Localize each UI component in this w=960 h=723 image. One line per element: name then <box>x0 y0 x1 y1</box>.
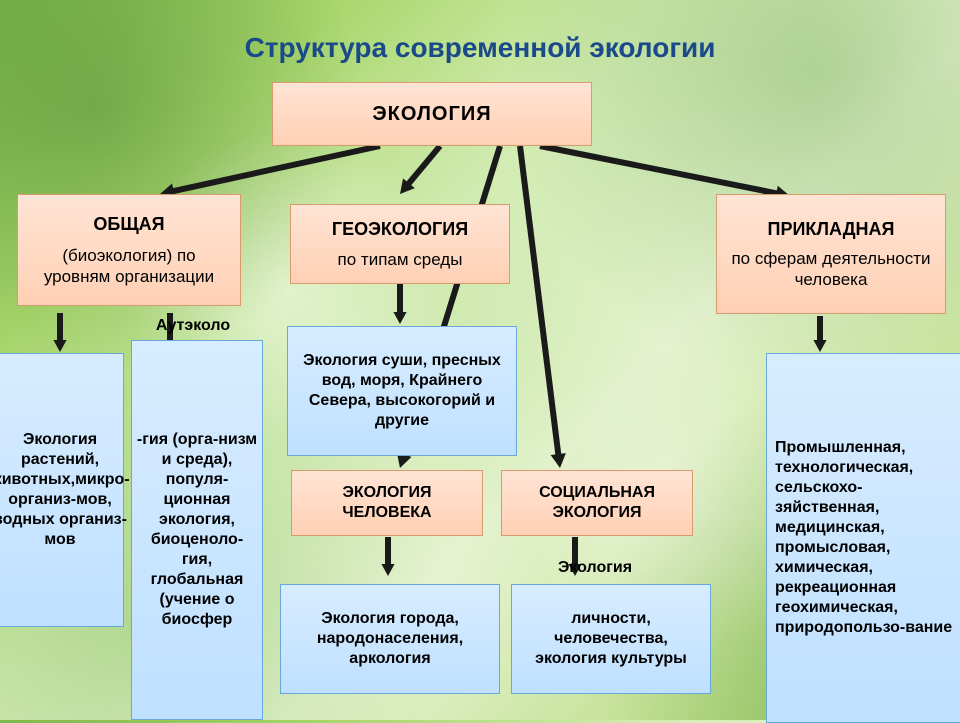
node-geo-h: ГЕОЭКОЛОГИЯ <box>332 218 468 241</box>
node-social-label: СОЦИАЛЬНАЯ ЭКОЛОГИЯ <box>512 483 682 523</box>
node-geo-sub: по типам среды <box>338 249 463 270</box>
node-human-sub: Экология города, народонаселения, арколо… <box>280 584 500 694</box>
node-autoeco: -гия (орга-низм и среда), популя-ционная… <box>131 340 263 720</box>
node-social-sub: личности, человечества, экология культур… <box>511 584 711 694</box>
node-social: СОЦИАЛЬНАЯ ЭКОЛОГИЯ <box>501 470 693 536</box>
node-geo-sub: Экология суши, пресных вод, моря, Крайне… <box>287 326 517 456</box>
node-general-sub: (биоэкология) по уровням организации <box>28 245 230 288</box>
node-autoeco-text: -гия (орга-низм и среда), популя-ционная… <box>136 430 258 630</box>
node-eco-plants: Экология растений, животных,микро-органи… <box>0 353 124 627</box>
node-general: ОБЩАЯ (биоэкология) по уровням организац… <box>17 194 241 306</box>
node-human-sub-text: Экология города, народонаселения, арколо… <box>291 609 489 669</box>
node-geo: ГЕОЭКОЛОГИЯ по типам среды <box>290 204 510 284</box>
text-autoeco-heading: Аутэколо <box>128 316 258 337</box>
node-applied: ПРИКЛАДНАЯ по сферам деятельности челове… <box>716 194 946 314</box>
node-eco-plants-text: Экология растений, животных,микро-органи… <box>0 430 130 550</box>
node-applied-sub-text: Промышленная, технологическая, сельскохо… <box>775 438 957 638</box>
node-applied-sub: Промышленная, технологическая, сельскохо… <box>766 353 960 723</box>
node-human-label: ЭКОЛОГИЯ ЧЕЛОВЕКА <box>302 483 472 523</box>
node-geo-sub-text: Экология суши, пресных вод, моря, Крайне… <box>298 351 506 431</box>
node-social-sub-text: личности, человечества, экология культур… <box>522 609 700 669</box>
node-root-label: ЭКОЛОГИЯ <box>372 102 491 127</box>
node-applied-sub: по сферам деятельности человека <box>727 248 935 291</box>
node-root: ЭКОЛОГИЯ <box>272 82 592 146</box>
node-human: ЭКОЛОГИЯ ЧЕЛОВЕКА <box>291 470 483 536</box>
node-general-h: ОБЩАЯ <box>93 213 164 236</box>
text-social-sub-heading: Экология <box>520 558 670 579</box>
node-applied-h: ПРИКЛАДНАЯ <box>768 218 895 241</box>
page-title: Структура современной экологии <box>0 32 960 64</box>
